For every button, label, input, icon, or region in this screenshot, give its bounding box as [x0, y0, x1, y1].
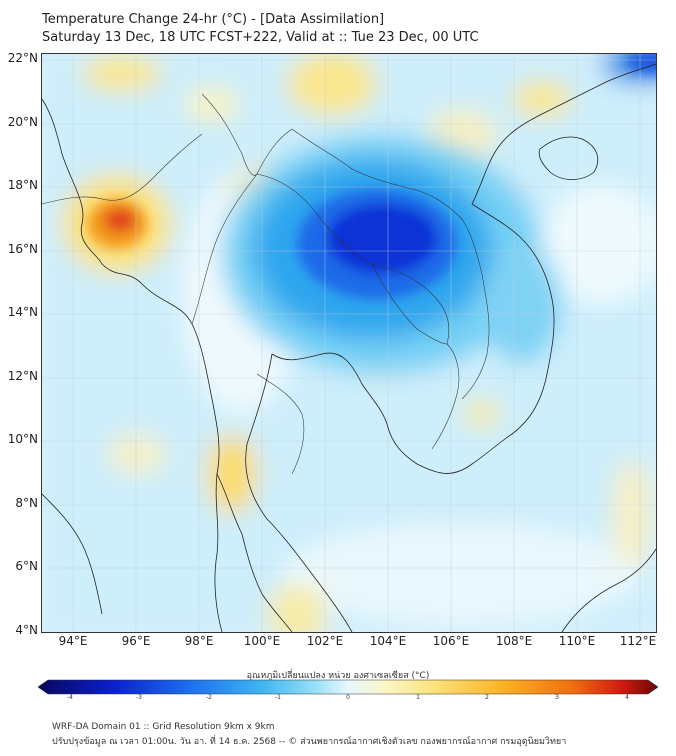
colorbar-tick--1: -1 [275, 694, 281, 701]
colorbar [38, 679, 658, 695]
lon-tick-98: 98°E [184, 634, 214, 648]
colorbar-tick--2: -2 [206, 694, 212, 701]
lat-tick-12: 12°N [7, 369, 38, 383]
colorbar-tick--3: -3 [136, 694, 142, 701]
lat-tick-18: 18°N [7, 178, 38, 192]
footer: WRF-DA Domain 01 :: Grid Resolution 9km … [52, 720, 566, 750]
colorbar-tick-1: 1 [416, 694, 420, 701]
colorbar-tick--4: -4 [67, 694, 73, 701]
footer-line-2: ปรับปรุงข้อมูล ณ เวลา 01:00น. วัน อา. ที… [52, 737, 567, 747]
map-title: Temperature Change 24-hr (°C) - [Data As… [42, 11, 479, 47]
title-line-1: Temperature Change 24-hr (°C) - [Data As… [42, 12, 385, 27]
colorbar-tick-3: 3 [555, 694, 559, 701]
anomaly-core [87, 54, 656, 299]
anomaly-field [42, 54, 656, 632]
lon-tick-100: 100°E [243, 634, 281, 648]
lon-tick-102: 102°E [306, 634, 344, 648]
lon-tick-94: 94°E [58, 634, 88, 648]
lat-tick-4: 4°N [15, 623, 38, 637]
country-borders [42, 93, 490, 475]
title-line-2: Saturday 13 Dec, 18 UTC FCST+222, Valid … [42, 30, 479, 45]
colorbar-label: อุณหภูมิเปลี่ยนแปลง หน่วย องศาเซลเซียส (… [246, 671, 430, 681]
lat-tick-8: 8°N [15, 496, 38, 510]
lat-tick-6: 6°N [15, 559, 38, 573]
lat-tick-20: 20°N [7, 115, 38, 129]
lat-tick-16: 16°N [7, 242, 38, 256]
lat-tick-22: 22°N [7, 51, 38, 65]
map-canvas [42, 54, 656, 632]
colorbar-tick-4: 4 [625, 694, 629, 701]
temperature-change-map [41, 53, 657, 633]
lon-tick-108: 108°E [495, 634, 533, 648]
lat-tick-10: 10°N [7, 432, 38, 446]
lon-tick-112: 112°E [619, 634, 657, 648]
colorbar-tick-0: 0 [346, 694, 350, 701]
colorbar-tick-2: 2 [485, 694, 489, 701]
lon-tick-96: 96°E [121, 634, 151, 648]
lat-tick-14: 14°N [7, 305, 38, 319]
lon-tick-106: 106°E [432, 634, 470, 648]
footer-line-1: WRF-DA Domain 01 :: Grid Resolution 9km … [52, 722, 275, 732]
lon-tick-110: 110°E [558, 634, 596, 648]
coastlines [42, 63, 656, 632]
lon-tick-104: 104°E [369, 634, 407, 648]
